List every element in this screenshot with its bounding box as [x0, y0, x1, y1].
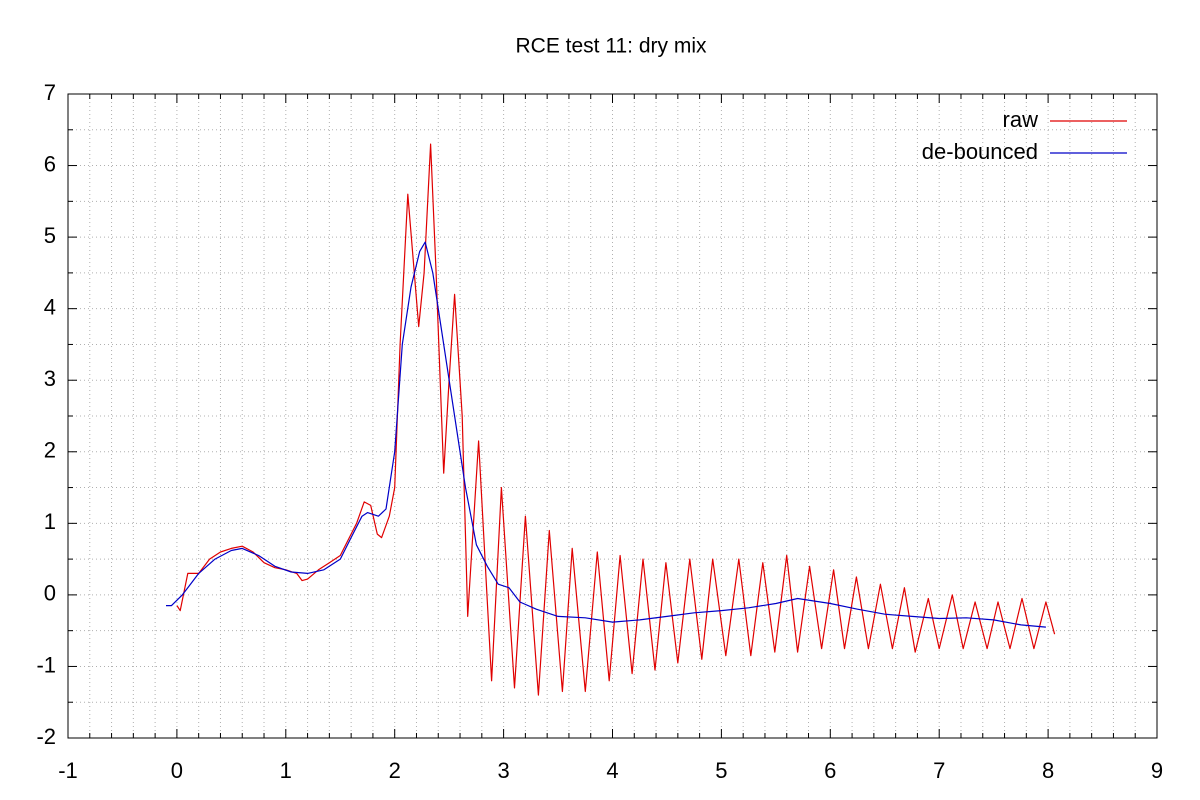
y-tick-label: 4 [44, 294, 56, 319]
y-tick-label: -1 [36, 652, 56, 677]
series-line [176, 143, 1056, 696]
y-tick-label: 3 [44, 366, 56, 391]
y-tick-label: 7 [44, 80, 56, 105]
series-line [166, 241, 1046, 628]
x-tick-label: 2 [389, 758, 401, 783]
x-tick-label: 4 [606, 758, 618, 783]
y-tick-label: 0 [44, 581, 56, 606]
plot-border [67, 93, 1158, 739]
x-tick-label: 6 [824, 758, 836, 783]
x-tick-label: -1 [58, 758, 78, 783]
y-tick-label: 6 [44, 151, 56, 176]
x-tick-label: 3 [497, 758, 509, 783]
chart-title: RCE test 11: dry mix [516, 35, 707, 58]
x-tick-label: 7 [933, 758, 945, 783]
x-tick-label: 9 [1151, 758, 1163, 783]
x-tick-label: 0 [171, 758, 183, 783]
y-tick-label: 2 [44, 438, 56, 463]
y-tick-label: -2 [36, 724, 56, 749]
legend-label: de-bounced [922, 139, 1038, 164]
y-tick-label: 5 [44, 223, 56, 248]
x-tick-label: 5 [715, 758, 727, 783]
x-tick-label: 8 [1042, 758, 1054, 783]
legend-label: raw [1003, 107, 1039, 132]
y-tick-label: 1 [44, 509, 56, 534]
x-tick-label: 1 [280, 758, 292, 783]
